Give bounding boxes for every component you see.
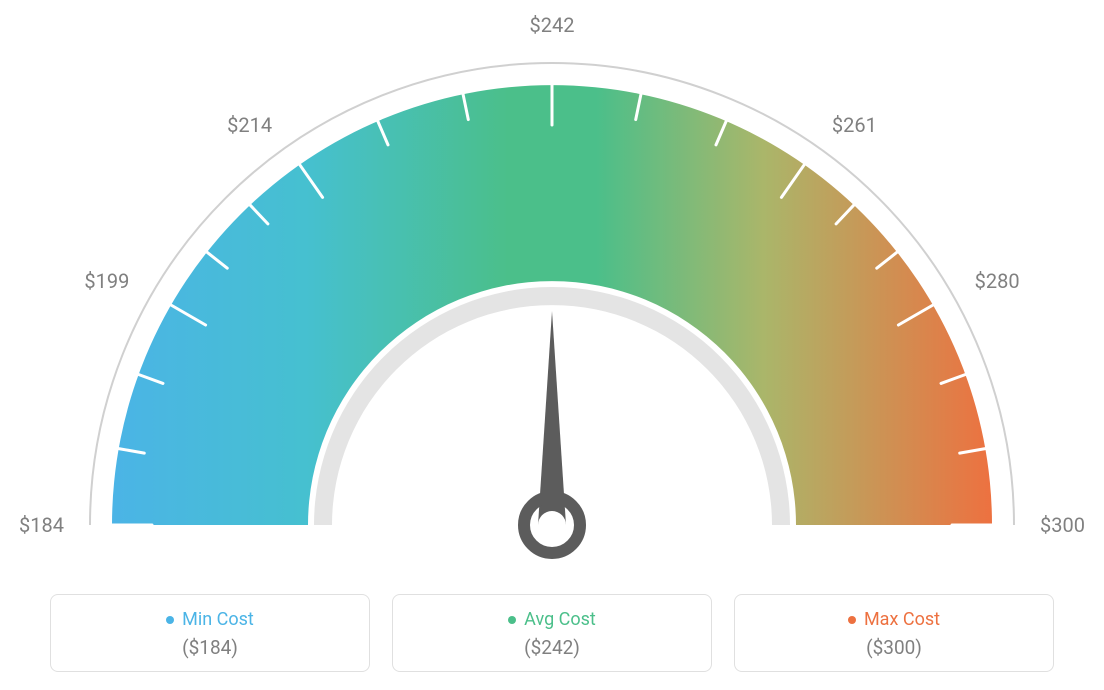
- legend-title-avg: Avg Cost: [508, 609, 596, 630]
- legend-card-max: Max Cost ($300): [734, 594, 1054, 673]
- gauge-tick-label: $300: [1040, 513, 1085, 537]
- legend-value-min: ($184): [61, 636, 359, 659]
- gauge-tick-label: $261: [832, 113, 877, 137]
- gauge-tick-label: $199: [84, 269, 129, 293]
- gauge-tick-label: $184: [19, 513, 64, 537]
- legend-card-min: Min Cost ($184): [50, 594, 370, 673]
- gauge-tick-label: $242: [530, 13, 575, 37]
- gauge-tick-label: $214: [227, 113, 272, 137]
- legend-label-min: Min Cost: [182, 609, 254, 630]
- gauge-svg: [62, 45, 1042, 575]
- dot-icon: [166, 616, 174, 624]
- gauge-chart: $184 $199 $214 $242 $261 $280 $300: [0, 0, 1104, 570]
- dot-icon: [508, 616, 516, 624]
- legend-row: Min Cost ($184) Avg Cost ($242) Max Cost…: [0, 594, 1104, 673]
- legend-value-max: ($300): [745, 636, 1043, 659]
- legend-label-avg: Avg Cost: [524, 609, 596, 630]
- legend-title-min: Min Cost: [166, 609, 254, 630]
- legend-card-avg: Avg Cost ($242): [392, 594, 712, 673]
- legend-value-avg: ($242): [403, 636, 701, 659]
- legend-title-max: Max Cost: [848, 609, 940, 630]
- legend-label-max: Max Cost: [864, 609, 940, 630]
- dot-icon: [848, 616, 856, 624]
- gauge-tick-label: $280: [975, 269, 1020, 293]
